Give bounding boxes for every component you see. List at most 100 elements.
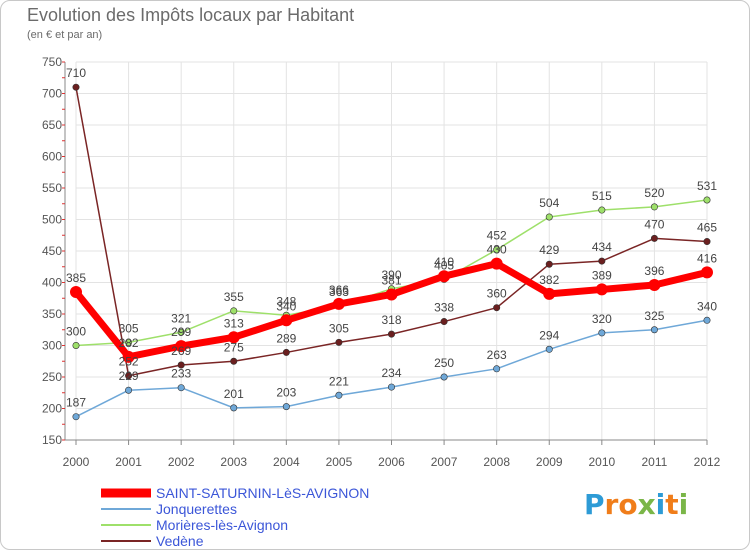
data-label: 340 [276,299,296,313]
y-tick-label: 250 [42,370,62,384]
data-label: 531 [697,179,717,193]
data-point [650,203,658,211]
data-label: 305 [329,321,349,335]
data-label: 355 [224,290,244,304]
data-label: 282 [119,336,139,350]
data-point [387,330,395,338]
data-point [72,83,80,91]
y-tick-label: 450 [42,244,62,258]
data-point [650,234,658,242]
x-tick-label: 2003 [220,455,247,469]
x-tick-label: 2000 [63,455,90,469]
data-label: 504 [539,196,559,210]
data-point [493,246,501,254]
x-tick-label: 2006 [378,455,405,469]
y-tick-label: 600 [42,150,62,164]
y-tick-label: 550 [42,181,62,195]
data-label: 366 [329,283,349,297]
data-label: 263 [487,348,507,362]
x-tick-label: 2004 [273,455,300,469]
data-point [387,383,395,391]
chart-title: Evolution des Impôts locaux par Habitant [27,5,355,25]
data-point [703,196,711,204]
data-point [545,213,553,221]
data-point [177,384,185,392]
data-point [598,206,606,214]
data-point [72,341,80,349]
data-label: 229 [119,369,139,383]
data-label: 410 [434,255,454,269]
y-tick-label: 150 [42,433,62,447]
data-point [230,357,238,365]
y-tick-label: 300 [42,339,62,353]
data-point [227,331,240,344]
data-label: 252 [119,355,139,369]
data-point [598,329,606,337]
data-label: 269 [171,344,191,358]
data-label: 203 [276,386,296,400]
data-label: 416 [697,251,717,265]
x-tick-label: 2010 [588,455,615,469]
legend-swatch-jonquerettes [101,508,151,510]
logo-letter: r [604,488,619,521]
data-point [701,266,713,279]
data-point [598,257,606,265]
data-point [230,307,238,315]
gridlines [75,61,708,441]
y-tick-label: 500 [42,213,62,227]
legend-swatch-vedene [101,540,151,542]
legend-swatch-saint-saturnin [101,488,151,498]
y-tick-label: 200 [42,402,62,416]
data-label: 381 [381,273,401,287]
data-label: 187 [66,396,86,410]
data-point [703,316,711,324]
data-label: 294 [539,328,559,342]
data-point [385,288,398,301]
data-label: 275 [224,340,244,354]
legend-label-jonquerettes: Jonquerettes [156,501,237,517]
data-label: 470 [644,217,664,231]
chart-subtitle: (en € et par an) [27,29,103,41]
data-point [125,338,133,346]
data-label: 348 [276,294,296,308]
x-tick-label: 2008 [483,455,510,469]
data-label: 318 [381,313,401,327]
y-tick-label: 750 [42,55,62,69]
data-point [125,386,133,394]
data-point [177,361,185,369]
data-label: 340 [697,299,717,313]
series-markers [70,83,713,421]
data-point [545,260,553,268]
data-label: 430 [487,243,507,257]
logo-letter: P [584,488,605,521]
legend-swatch-morieres [101,524,151,526]
data-label: 300 [66,325,86,339]
data-point [230,404,238,412]
x-tick-label: 2007 [431,455,458,469]
data-label: 289 [276,331,296,345]
data-label: 382 [539,273,559,287]
data-label: 389 [592,268,612,282]
data-label: 385 [66,271,86,285]
data-point [125,372,133,380]
data-point [282,348,290,356]
data-point [335,391,343,399]
x-tick-label: 2002 [168,455,195,469]
data-label: 320 [592,312,612,326]
logo-letter: o [618,488,638,521]
data-label: 710 [66,66,86,80]
data-label: 360 [487,287,507,301]
y-tick-label: 350 [42,307,62,321]
y-tick-label: 700 [42,87,62,101]
logo-letter: i [655,488,666,521]
data-label: 305 [119,321,139,335]
data-label: 405 [434,258,454,272]
x-tick-label: 2012 [694,455,721,469]
logo-letter: t [665,488,679,521]
data-point [493,365,501,373]
x-tick-label: 2009 [536,455,563,469]
data-point [70,285,82,298]
data-label: 396 [644,264,664,278]
